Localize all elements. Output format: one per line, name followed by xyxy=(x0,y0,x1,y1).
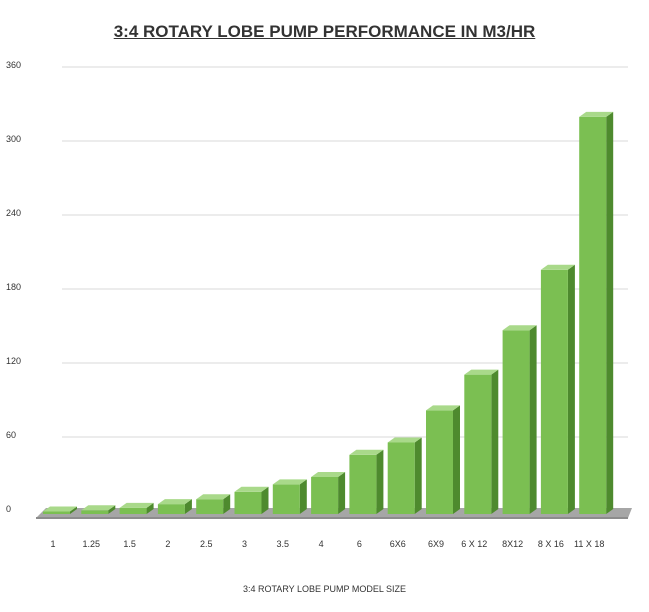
bar xyxy=(311,472,346,514)
bar xyxy=(157,499,192,514)
bar-side xyxy=(606,111,614,514)
x-tick-label: 6 X 12 xyxy=(461,539,487,549)
bar-side xyxy=(223,494,231,514)
bar xyxy=(426,405,460,514)
bar-side xyxy=(414,437,422,514)
x-tick-label: 2 xyxy=(165,539,170,549)
bar-front xyxy=(81,510,109,514)
y-tick-label: 180 xyxy=(6,282,21,292)
x-tick-label: 4 xyxy=(319,539,324,549)
x-tick-label: 6X9 xyxy=(428,539,444,549)
y-tick-label: 120 xyxy=(6,356,21,366)
bar-front xyxy=(387,442,415,514)
bar-front xyxy=(540,269,568,514)
bar-top xyxy=(119,502,154,508)
bar-side xyxy=(108,505,116,514)
y-tick-label: 0 xyxy=(6,504,11,514)
x-axis-label: 3:4 ROTARY LOBE PUMP MODEL SIZE xyxy=(242,584,407,594)
bars xyxy=(43,111,614,514)
bar-top xyxy=(579,111,614,117)
bar-front xyxy=(311,477,339,514)
bar-front xyxy=(234,491,262,514)
bar-side xyxy=(338,472,346,514)
x-tick-label: 3 xyxy=(242,539,247,549)
x-tick-label: 6X6 xyxy=(390,539,406,549)
bar-side xyxy=(376,449,384,514)
bar-front xyxy=(579,116,607,514)
bar xyxy=(540,264,575,514)
bar-front xyxy=(426,410,453,514)
bar-side xyxy=(146,502,154,514)
x-tick-label: 1.5 xyxy=(123,539,136,549)
chart-title-text: 3:4 ROTARY LOBE PUMP PERFORMANCE IN M3/H… xyxy=(113,22,536,41)
bar xyxy=(579,111,614,514)
x-tick-label: 11 X 18 xyxy=(574,539,604,549)
y-tick-label: 60 xyxy=(6,430,16,440)
bar-top xyxy=(426,405,460,411)
y-tick-label: 300 xyxy=(6,134,21,144)
bar-front xyxy=(502,330,530,514)
bar xyxy=(234,486,269,514)
bar-top xyxy=(234,486,269,492)
bar xyxy=(43,506,77,514)
bar-top xyxy=(349,449,384,455)
x-tick-label: 8 X 16 xyxy=(538,539,564,549)
bar-side xyxy=(70,506,77,514)
x-tick-label: 1 xyxy=(50,539,55,549)
x-tick-label: 2.5 xyxy=(200,539,213,549)
bar-side xyxy=(491,369,499,514)
bar-front xyxy=(196,499,224,514)
bar-side xyxy=(261,486,269,514)
x-axis-ticks: 1 1.25 1.5 2 2.5 3 3.5 4 6 6X6 6X9 6 X 12 8X12 8 X 16… xyxy=(50,539,604,549)
x-tick-label: 3.5 xyxy=(277,539,290,549)
bar xyxy=(272,479,307,514)
bar-front xyxy=(157,504,185,514)
bar-side xyxy=(567,264,575,514)
bar xyxy=(464,369,499,514)
x-tick-label: 1.25 xyxy=(83,539,101,549)
bar xyxy=(502,325,537,514)
y-tick-label: 360 xyxy=(6,60,21,70)
bar-front xyxy=(464,374,492,514)
bar xyxy=(349,449,384,514)
y-tick-label: 240 xyxy=(6,208,21,218)
bar-front xyxy=(272,484,300,514)
bar xyxy=(196,494,231,514)
bar-side xyxy=(529,325,537,514)
x-tick-label: 6 xyxy=(357,539,362,549)
x-tick-label: 8X12 xyxy=(502,539,523,549)
bar-side xyxy=(299,479,307,514)
bar xyxy=(119,502,154,514)
bar xyxy=(81,505,116,514)
bar-top xyxy=(540,264,575,270)
bar-front xyxy=(349,454,377,514)
bar-top xyxy=(81,505,116,511)
bar-top xyxy=(157,499,192,505)
bar-top xyxy=(311,472,346,477)
chart-title: 3:4 ROTARY LOBE PUMP PERFORMANCE IN M3/H… xyxy=(0,22,649,42)
bar-top xyxy=(196,494,231,500)
bar-top xyxy=(387,437,422,443)
bar-top xyxy=(272,479,307,485)
y-axis-ticks: 0 60 120 180 240 300 360 xyxy=(6,60,21,514)
bar-top xyxy=(464,369,499,375)
bar-front xyxy=(43,511,70,514)
chart-floor-edge xyxy=(36,517,628,519)
bar-side xyxy=(184,499,192,514)
bar-top xyxy=(43,506,77,512)
bar-front xyxy=(119,507,147,514)
bar xyxy=(387,437,422,514)
bar-side xyxy=(453,405,460,514)
bar-top xyxy=(502,325,537,331)
